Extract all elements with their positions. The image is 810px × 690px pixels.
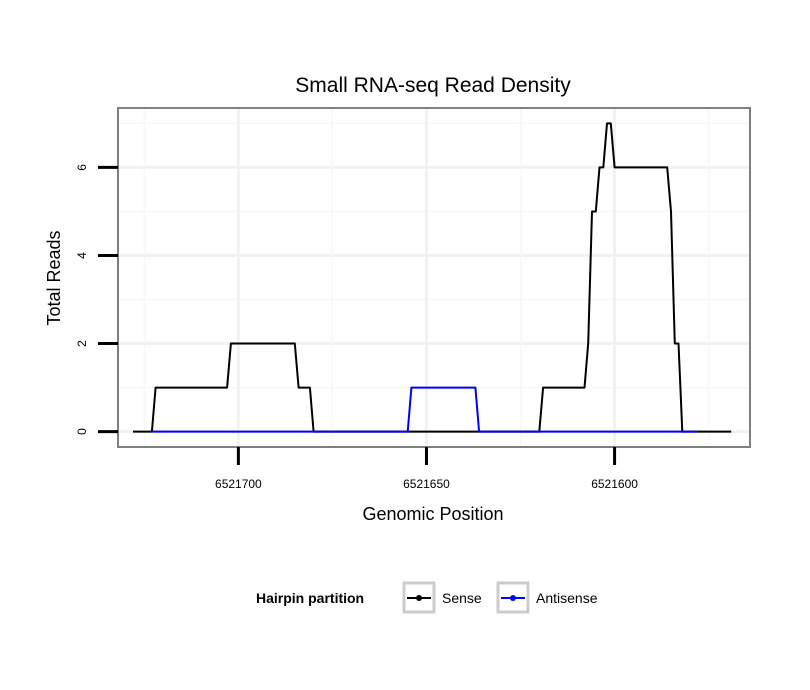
x-axis-title: Genomic Position bbox=[362, 504, 503, 524]
y-tick-label: 4 bbox=[75, 252, 89, 259]
x-tick-label: 6521600 bbox=[591, 477, 638, 491]
series-line-antisense bbox=[151, 386, 698, 433]
series-group bbox=[133, 122, 732, 433]
legend-item-sense: Sense bbox=[402, 581, 482, 614]
plot-border bbox=[117, 107, 751, 448]
y-tick-label: 2 bbox=[75, 340, 89, 347]
legend-label-antisense: Antisense bbox=[536, 590, 598, 606]
grid-lines bbox=[118, 108, 750, 447]
legend-point-sense bbox=[416, 595, 422, 601]
x-tick-label: 6521700 bbox=[215, 477, 262, 491]
y-tick-label: 6 bbox=[75, 164, 89, 171]
chart-title: Small RNA-seq Read Density bbox=[295, 74, 571, 97]
legend: Hairpin partition Sense Antisense bbox=[256, 581, 598, 614]
y-axis-title: Total Reads bbox=[44, 230, 64, 325]
legend-point-antisense bbox=[510, 595, 516, 601]
legend-title: Hairpin partition bbox=[256, 590, 364, 606]
legend-item-antisense: Antisense bbox=[496, 581, 598, 614]
y-tick-label: 0 bbox=[75, 428, 89, 435]
y-axis-ticks: 0 2 4 6 bbox=[75, 164, 118, 435]
plot-area bbox=[118, 108, 750, 447]
x-tick-label: 6521650 bbox=[403, 477, 450, 491]
x-axis-ticks: 6521700 6521650 6521600 bbox=[215, 447, 638, 491]
legend-label-sense: Sense bbox=[442, 590, 482, 606]
series-line-sense bbox=[133, 122, 732, 433]
